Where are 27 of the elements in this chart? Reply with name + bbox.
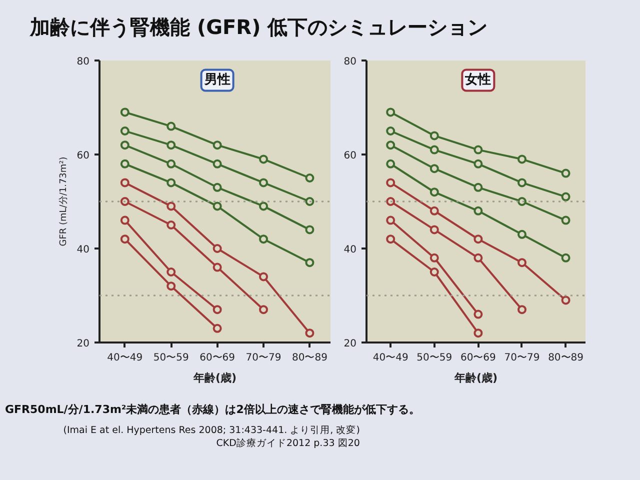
y-tick-label: 80 [344,56,357,68]
x-axis-title: 年齢(歳) [453,372,498,384]
y-tick-label: 20 [76,338,90,350]
y-tick-label: 60 [76,150,90,162]
x-tick-label: 60〜69 [200,352,236,364]
text: 男性 [203,72,230,88]
x-tick-label: 70〜79 [504,352,540,364]
x-tick-label: 40〜49 [372,352,408,364]
chart-title: 加齢に伴う腎機能 (GFR) 低下のシミュレーション [30,14,488,41]
y-tick-label: 40 [344,244,357,256]
x-tick-label: 50〜59 [153,352,189,364]
text: 女性 [464,72,492,88]
x-tick-label: 70〜79 [246,352,282,364]
y-tick-label: 60 [344,150,357,162]
x-tick-label: 80〜89 [292,352,328,364]
x-tick-label: 60〜69 [460,352,496,364]
x-tick-label: 50〜59 [416,352,452,364]
x-axis-title: 年齢(歳) [192,372,237,384]
y-tick-label: 20 [344,338,357,350]
text: (Imai E at el. Hypertens Res 2008; 31:433-441. より引用, 改変) [62,424,361,438]
x-tick-label: 80〜89 [548,352,584,364]
x-tick-label: 40〜49 [107,352,143,364]
text: GFR50mL/分/1.73m²未満の患者（赤線）は2倍以上の速さで腎機能が低下する。 [5,402,420,418]
y-tick-label: 80 [76,56,90,68]
y-axis-title: GFR (mL/分/1.73m²) [58,156,69,246]
y-tick-label: 40 [76,244,90,256]
text: CKD診療ガイド2012 p.33 図20 [215,437,361,451]
